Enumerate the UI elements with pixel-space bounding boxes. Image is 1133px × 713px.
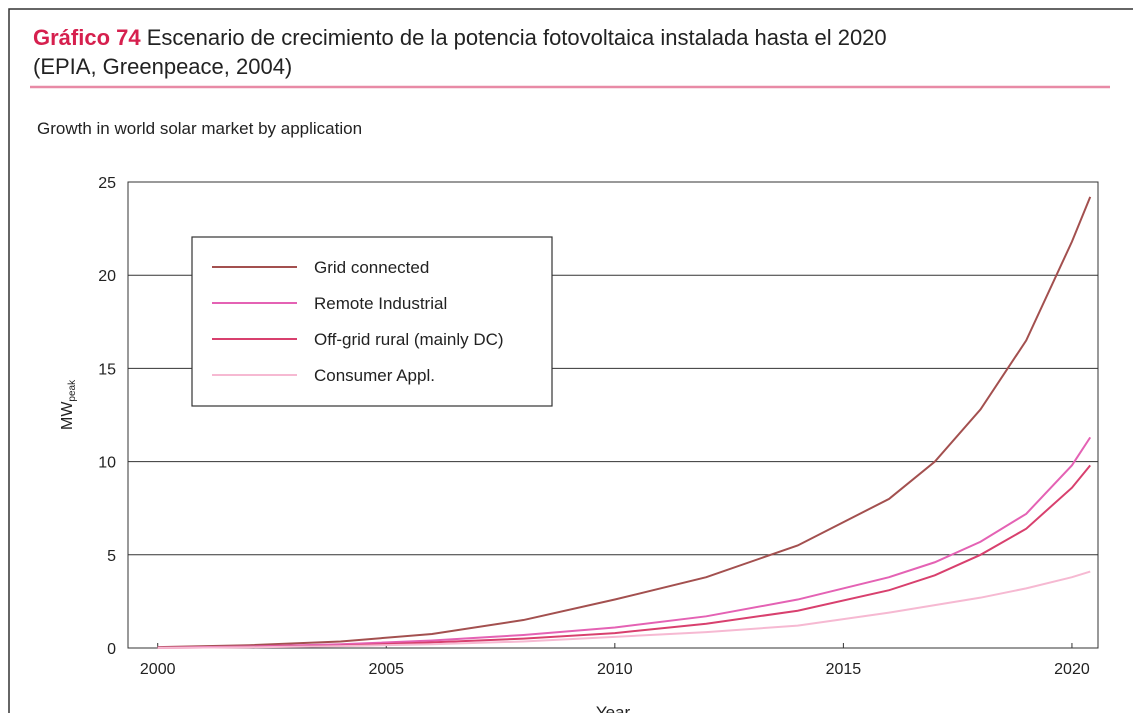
y-axis-label: MWpeak [59, 379, 78, 430]
y-tick-label: 5 [107, 548, 116, 565]
x-tick-label: 2015 [826, 661, 862, 678]
y-tick-label: 25 [98, 175, 116, 192]
y-label-sub: peak [67, 379, 78, 402]
chart-subtitle: Growth in world solar market by applicat… [37, 119, 362, 138]
title-text: Escenario de crecimiento de la potencia … [147, 25, 887, 50]
legend-label: Remote Industrial [314, 294, 447, 313]
y-tick-label: 20 [98, 268, 116, 285]
x-tick-label: 2000 [140, 661, 176, 678]
y-tick-label: 0 [107, 641, 116, 658]
series-line [157, 436, 1092, 649]
x-tick-label: 2020 [1054, 661, 1090, 678]
page-frame [8, 8, 1133, 713]
x-tick-label: 2010 [597, 661, 633, 678]
series-line [157, 570, 1091, 649]
legend-box [191, 236, 553, 407]
x-tick-label: 2005 [368, 661, 404, 678]
chart-title: Gráfico 74 Escenario de crecimiento de l… [33, 25, 887, 50]
y-label-main: MW [59, 401, 76, 430]
y-tick-label: 10 [98, 455, 116, 472]
chart-title-line2: (EPIA, Greenpeace, 2004) [33, 54, 292, 79]
y-tick-label: 15 [98, 361, 116, 378]
legend-label: Grid connected [314, 258, 429, 277]
legend-label: Off-grid rural (mainly DC) [314, 330, 504, 349]
title-label: Gráfico 74 [33, 25, 141, 50]
series-line [157, 196, 1092, 649]
series-line [157, 464, 1092, 649]
legend-label: Consumer Appl. [314, 366, 435, 385]
x-axis-label: Year [596, 703, 631, 713]
